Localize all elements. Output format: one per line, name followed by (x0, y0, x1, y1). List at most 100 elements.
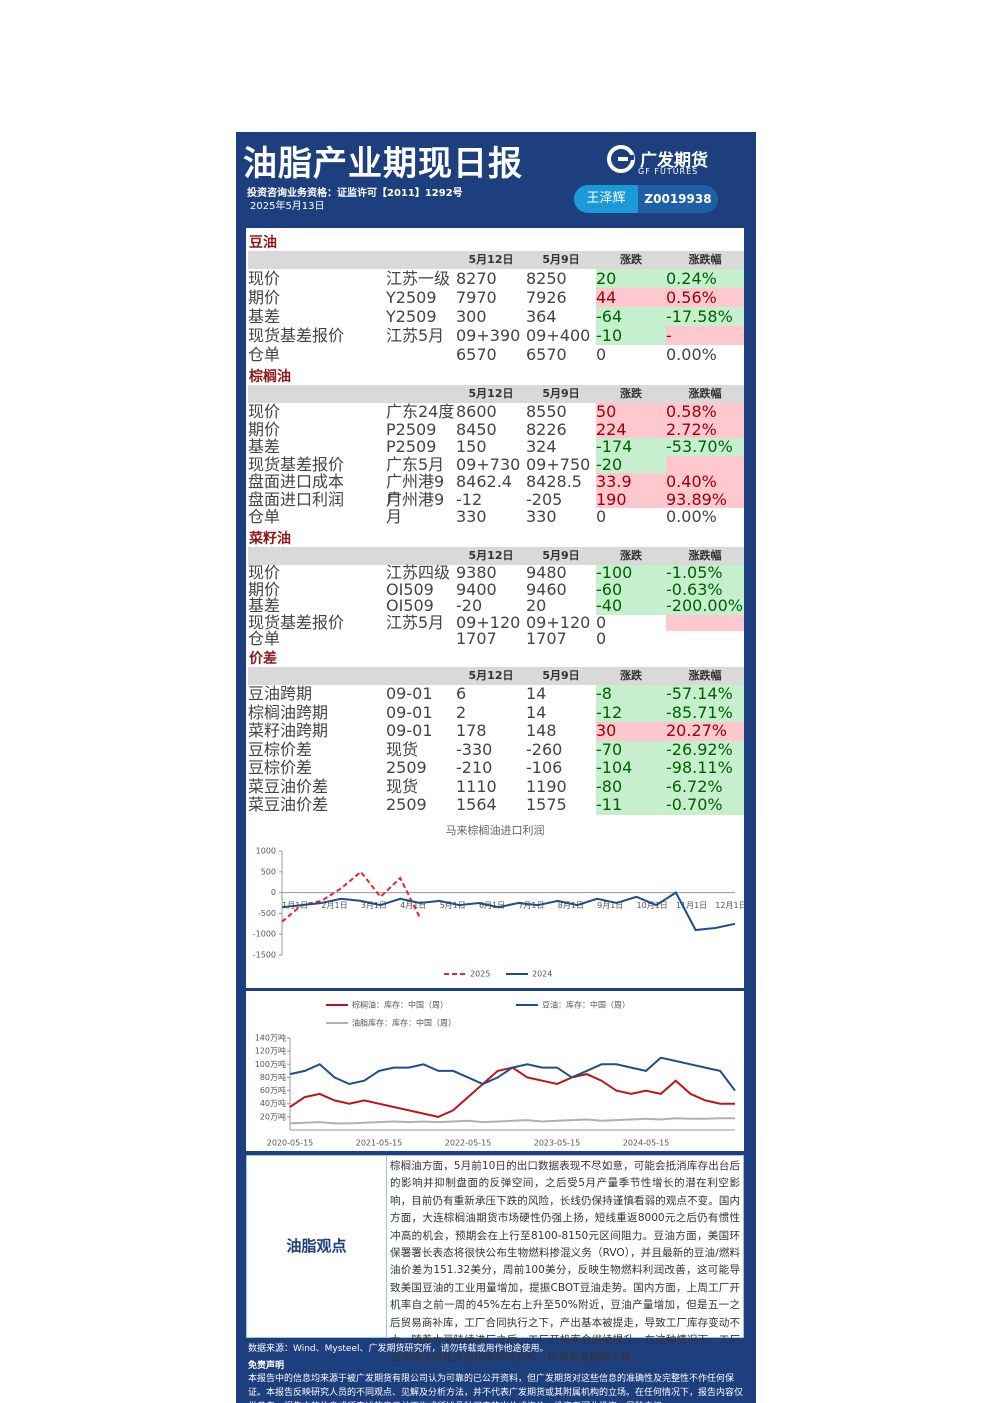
value cell: -20 (596, 455, 666, 473)
y-tick-label: 120万吨 (255, 1046, 286, 1056)
disclaimer-text: 本报告中的信息均来源于被广发期货有限公司认为可靠的已公开资料，但广发期货对这些信… (248, 1374, 744, 1403)
row-name cell: 现价 (248, 563, 281, 582)
value cell: 7926 (526, 288, 567, 307)
value cell: 8600 (456, 402, 497, 421)
value cell: -11 (596, 795, 666, 815)
column-header: 5月9日 (542, 669, 580, 682)
x-tick-label: 2024-05-15 (623, 1139, 670, 1148)
x-tick-label: 3月1日 (361, 901, 387, 910)
header-row (248, 385, 744, 403)
value cell: 0.58% (666, 403, 744, 421)
value cell: 1190 (526, 776, 567, 796)
contract cell (386, 631, 456, 648)
contract cell: 现货 (386, 776, 419, 796)
value cell: 14 (526, 702, 547, 722)
row-name cell: 菜豆油价差 (248, 795, 329, 814)
y-tick-label: 500 (261, 867, 276, 876)
value cell: 0 (596, 507, 607, 526)
value cell: 0.24% (666, 269, 744, 288)
column-header: 涨跌幅 (688, 253, 722, 266)
contract cell: 江苏一级 (386, 269, 451, 288)
column-header: 5月12日 (468, 669, 514, 682)
value cell: -53.70% (666, 438, 744, 456)
legend-label: 棕榈油：库存：中国（周） (352, 1000, 448, 1010)
value cell: -104 (596, 758, 666, 778)
value cell: 20.27% (666, 721, 744, 741)
viewpoint-box: 油脂观点 棕榈油方面，5月前10日的出口数据表现不尽如意，可能会抵消库存出台后的… (246, 1155, 744, 1363)
value cell: 1110 (456, 776, 497, 796)
x-tick-label: 5月1日 (440, 901, 466, 910)
value cell: 364 (526, 307, 557, 326)
x-tick-label: 2022-05-15 (445, 1139, 492, 1148)
value cell: 0.00% (666, 507, 717, 526)
row-name cell: 期价 (248, 419, 281, 439)
value cell: 150 (456, 437, 487, 456)
y-tick-label: 0 (271, 888, 276, 897)
value cell: -57.14% (666, 684, 744, 704)
disclaimer-title: 免责声明 (248, 1361, 285, 1371)
legend-label: 2025 (470, 970, 490, 979)
value cell: 6 (456, 684, 467, 703)
contract cell (386, 345, 456, 364)
logo-en: GF FUTURES (638, 167, 699, 176)
value cell: -70 (596, 740, 666, 759)
value cell: 224 (596, 420, 666, 438)
column-header: 涨跌 (620, 387, 642, 400)
x-tick-label: 2023-05-15 (534, 1139, 581, 1148)
value cell: 8428.5 (526, 472, 582, 491)
row-name cell: 现货基差报价 (248, 612, 345, 632)
value cell: 9380 (456, 563, 497, 582)
row-name cell: 菜籽油跨期 (248, 721, 329, 740)
row-name cell: 仓单 (248, 629, 281, 648)
column-header: 涨跌幅 (688, 387, 722, 400)
value cell (666, 455, 744, 473)
value cell: 0 (596, 345, 607, 364)
value cell: 8450 (456, 419, 497, 439)
column-header: 5月12日 (468, 549, 514, 562)
column-header: 涨跌幅 (688, 549, 722, 562)
value cell: 09+750 (526, 454, 591, 474)
section-title: 豆油 (249, 235, 277, 251)
column-header: 涨跌 (620, 253, 642, 266)
report-title: 油脂产业期现日报 (243, 144, 523, 184)
value cell: 8462.4 (456, 472, 512, 491)
row-name cell: 豆油跨期 (248, 684, 313, 703)
value cell: 1575 (526, 795, 567, 814)
row-name cell: 豆棕价差 (248, 739, 313, 759)
value cell: 09+400 (526, 326, 591, 345)
row-name cell: 现价 (248, 269, 281, 288)
value cell: -205 (526, 489, 563, 509)
author-id: Z0019938 (644, 192, 712, 206)
x-tick-label: 2020-05-15 (267, 1139, 314, 1148)
value cell: 7970 (456, 288, 497, 307)
value cell: 09+390 (456, 326, 521, 345)
contract cell: OI509 (386, 596, 434, 615)
value cell: 6570 (526, 345, 567, 364)
author: 王泽辉 (574, 185, 638, 213)
y-tick-label: 100万吨 (255, 1059, 286, 1069)
row-name cell: 现货基差报价 (248, 326, 345, 345)
value cell: 8226 (526, 419, 567, 439)
value cell: -10 (596, 326, 666, 345)
contract cell: 广东24度 (386, 402, 455, 421)
row-name cell: 基差 (248, 437, 281, 456)
row-name cell: 棕榈油跨期 (248, 702, 329, 722)
y-tick-label: -1000 (253, 930, 276, 939)
viewpoint-text: 棕榈油方面，5月前10日的出口数据表现不尽如意，可能会抵消库存出台后的影响并抑制… (390, 1160, 740, 1364)
legend-label: 豆油：库存：中国（周） (542, 1000, 630, 1010)
value cell: 0 (596, 629, 607, 648)
value cell: 300 (456, 307, 487, 326)
value cell: -98.11% (666, 758, 744, 778)
series-line (289, 1056, 736, 1092)
value cell: 9400 (456, 579, 497, 599)
value cell: 1707 (526, 629, 567, 648)
row-name cell: 现价 (248, 402, 281, 421)
row-name cell: 盘面进口成本 (248, 472, 345, 491)
y-tick-label: -500 (258, 909, 276, 918)
value cell: 50 (596, 403, 666, 421)
contract cell: 广州港9月 (386, 472, 445, 509)
value cell: -100 (596, 564, 666, 582)
x-tick-label: 11月1日 (676, 901, 707, 910)
y-tick-label: 80万吨 (260, 1072, 286, 1082)
